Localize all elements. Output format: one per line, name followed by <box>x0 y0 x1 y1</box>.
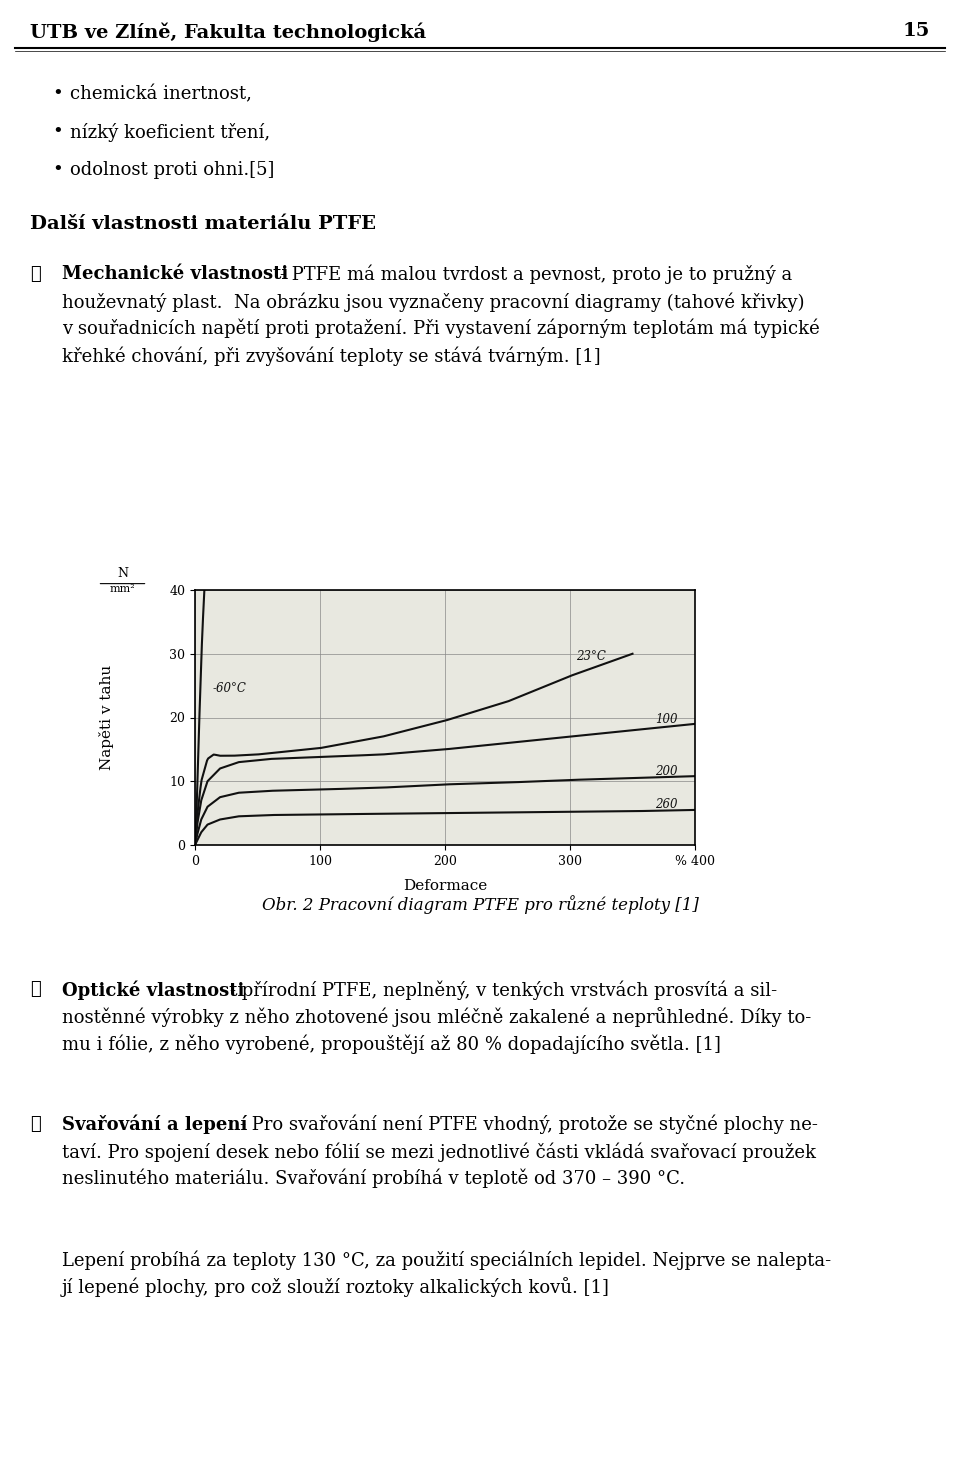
Text: •: • <box>52 161 62 179</box>
Text: - PTFE má malou tvrdost a pevnost, proto je to pružný a: - PTFE má malou tvrdost a pevnost, proto… <box>280 265 792 284</box>
Text: Optické vlastnosti: Optické vlastnosti <box>62 980 245 1000</box>
Text: N: N <box>117 567 128 579</box>
Text: houževnatý plast.  Na obrázku jsou vyznačeny pracovní diagramy (tahové křivky): houževnatý plast. Na obrázku jsou vyznač… <box>62 292 804 311</box>
Text: •: • <box>52 123 62 141</box>
Text: ➤: ➤ <box>30 1115 40 1133</box>
Text: jí lepené plochy, pro což slouží roztoky alkalických kovů. [1]: jí lepené plochy, pro což slouží roztoky… <box>62 1277 610 1297</box>
Text: chemická inertnost,: chemická inertnost, <box>70 84 252 104</box>
Text: mu i fólie, z něho vyrobené, propouštějí až 80 % dopadajícího světla. [1]: mu i fólie, z něho vyrobené, propouštějí… <box>62 1034 721 1053</box>
Text: •: • <box>52 84 62 104</box>
Text: v souřadnicích napětí proti protažení. Při vystavení záporným teplotám má typick: v souřadnicích napětí proti protažení. P… <box>62 318 820 339</box>
Text: nostěnné výrobky z něho zhotovené jsou mléčně zakalené a neprůhledné. Díky to-: nostěnné výrobky z něho zhotovené jsou m… <box>62 1007 811 1026</box>
Text: nízký koeficient tření,: nízký koeficient tření, <box>70 123 270 142</box>
Text: Mechanické vlastnosti: Mechanické vlastnosti <box>62 265 288 283</box>
Text: ➤: ➤ <box>30 980 40 998</box>
Text: Další vlastnosti materiálu PTFE: Další vlastnosti materiálu PTFE <box>30 215 376 233</box>
Text: neslinutého materiálu. Svařování probíhá v teplotě od 370 – 390 °C.: neslinutého materiálu. Svařování probíhá… <box>62 1169 685 1188</box>
Text: taví. Pro spojení desek nebo fólií se mezi jednotlivé části vkládá svařovací pro: taví. Pro spojení desek nebo fólií se me… <box>62 1142 816 1161</box>
Text: Lepení probíhá za teploty 130 °C, za použití speciálních lepidel. Nejprve se nal: Lepení probíhá za teploty 130 °C, za pou… <box>62 1250 831 1269</box>
Text: UTB ve Zlíně, Fakulta technologická: UTB ve Zlíně, Fakulta technologická <box>30 22 426 41</box>
Text: mm²: mm² <box>109 584 135 594</box>
Text: ➤: ➤ <box>30 265 40 283</box>
X-axis label: Deformace: Deformace <box>403 878 487 893</box>
Text: -60°C: -60°C <box>212 681 247 695</box>
Y-axis label: Napěti v tahu: Napěti v tahu <box>99 665 113 770</box>
Text: Svařování a lepení: Svařování a lepení <box>62 1115 248 1134</box>
Text: - přírodní PTFE, neplněný, v tenkých vrstvách prosvítá a sil-: - přírodní PTFE, neplněný, v tenkých vrs… <box>230 980 778 1000</box>
Text: - Pro svařování není PTFE vhodný, protože se styčné plochy ne-: - Pro svařování není PTFE vhodný, protož… <box>240 1115 818 1134</box>
Text: křehké chování, při zvyšování teploty se stává tvárným. [1]: křehké chování, při zvyšování teploty se… <box>62 347 601 366</box>
Text: odolnost proti ohni.[5]: odolnost proti ohni.[5] <box>70 161 275 179</box>
Text: 15: 15 <box>902 22 930 40</box>
Text: 23°C: 23°C <box>576 650 606 663</box>
Text: Obr. 2 Pracovní diagram PTFE pro různé teploty [1]: Obr. 2 Pracovní diagram PTFE pro různé t… <box>261 895 699 914</box>
Text: 100: 100 <box>655 712 678 726</box>
Text: 260: 260 <box>655 798 678 812</box>
Text: 200: 200 <box>655 764 678 778</box>
